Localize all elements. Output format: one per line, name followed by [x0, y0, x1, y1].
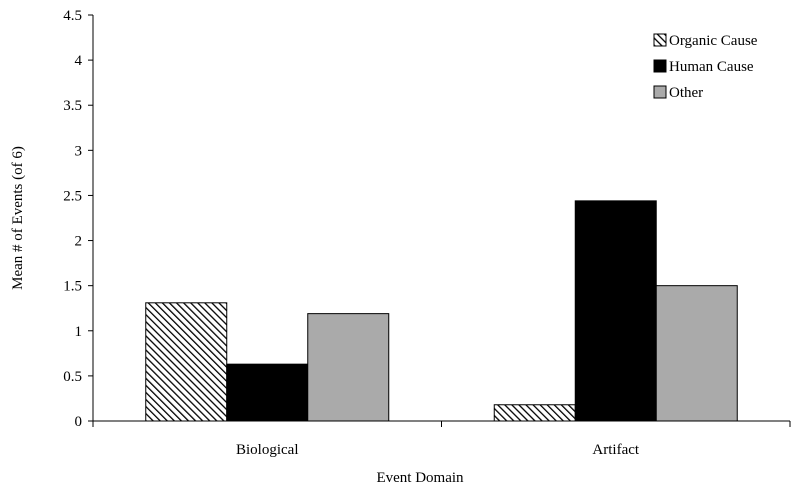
- y-tick-label: 1: [75, 324, 83, 340]
- x-axis-categories: Biological Artifact: [236, 442, 640, 458]
- x-axis-title: Event Domain: [376, 470, 464, 486]
- y-tick-label: 4.5: [63, 8, 82, 24]
- bar-human-cause-artifact: [574, 200, 657, 422]
- axes: [92, 15, 791, 427]
- y-tick-label: 3.5: [63, 98, 82, 114]
- legend-swatch: [653, 59, 667, 73]
- y-tick-label: 4: [75, 53, 83, 69]
- bar-organic-cause-artifact: [493, 404, 576, 422]
- x-category-label: Biological: [236, 442, 299, 458]
- bars-group: [145, 200, 738, 422]
- legend: Organic Cause Human Cause Other: [653, 33, 758, 101]
- y-tick-label: 3: [75, 143, 83, 159]
- y-tick-label: 1.5: [63, 279, 82, 295]
- bar-human-cause-biological: [226, 363, 309, 422]
- bar-organic-cause-biological: [145, 302, 228, 422]
- y-tick-label: 2: [75, 234, 83, 250]
- legend-swatch: [653, 85, 667, 99]
- x-category-label: Artifact: [592, 442, 639, 458]
- y-axis-ticks: 0 0.5 1 1.5 2 2.5 3 3.5 4 4.5: [63, 8, 93, 430]
- legend-label: Organic Cause: [669, 33, 758, 49]
- legend-swatch: [653, 33, 667, 47]
- y-tick-label: 0.5: [63, 369, 82, 385]
- legend-label: Other: [669, 85, 703, 101]
- y-tick-label: 2.5: [63, 188, 82, 204]
- bar-other-biological: [307, 313, 390, 422]
- legend-label: Human Cause: [669, 59, 754, 75]
- bar-other-artifact: [655, 285, 738, 422]
- y-tick-label: 0: [75, 414, 83, 430]
- y-axis-title: Mean # of Events (of 6): [10, 146, 26, 290]
